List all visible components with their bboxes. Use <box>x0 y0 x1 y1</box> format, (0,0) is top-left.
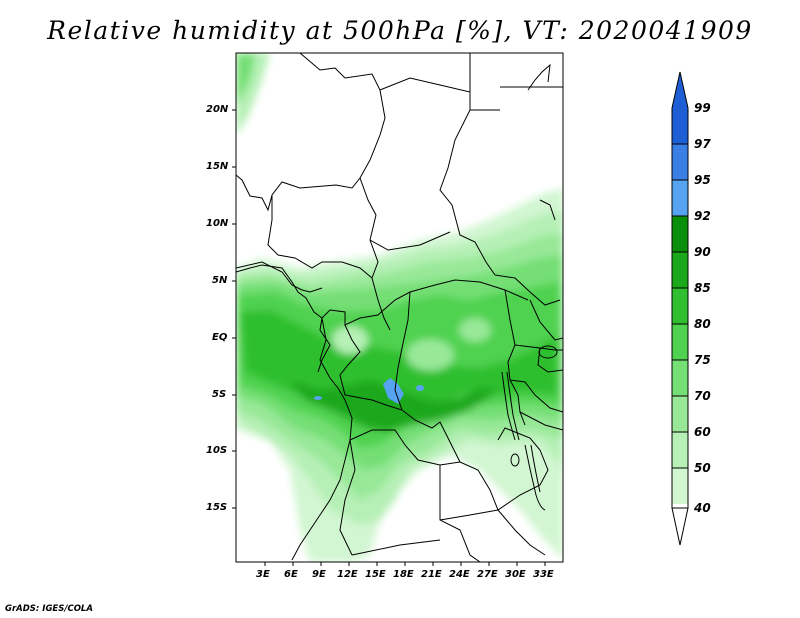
colorbar-label: 92 <box>694 209 711 223</box>
colorbar-label: 95 <box>694 173 711 187</box>
colorbar-segment <box>672 216 688 252</box>
colorbar-segment <box>672 252 688 288</box>
lat-label: 20N <box>206 104 229 115</box>
coastline <box>236 264 353 561</box>
colorbar-label: 90 <box>694 245 711 259</box>
colorbar-segment <box>672 324 688 360</box>
lon-ticks <box>264 562 546 566</box>
humidity-field <box>236 53 563 562</box>
colorbar-max-arrow <box>672 72 688 108</box>
lat-label: 15S <box>206 502 228 513</box>
lon-label: 24E <box>449 569 470 580</box>
red-sea-coast <box>527 63 551 91</box>
colorbar-segment <box>672 432 688 468</box>
lat-label: 5S <box>212 389 227 400</box>
lat-label: EQ <box>212 332 228 343</box>
lon-label: 18E <box>393 569 414 580</box>
lon-label: 15E <box>365 569 386 580</box>
colorbar-segment <box>672 144 688 180</box>
colorbar-label: 80 <box>694 317 711 331</box>
lon-label: 12E <box>337 569 358 580</box>
colorbar-label: 85 <box>694 281 711 295</box>
lat-ticks <box>232 109 236 509</box>
lon-label: 6E <box>284 569 298 580</box>
colorbar-segment <box>672 468 688 504</box>
colorbar-segment <box>672 180 688 216</box>
colorbar-segment <box>672 288 688 324</box>
colorbar-segment <box>672 396 688 432</box>
colorbar <box>671 71 689 546</box>
colorbar-label: 99 <box>694 101 711 115</box>
colorbar-label: 70 <box>694 389 711 403</box>
colorbar-segment <box>672 360 688 396</box>
lon-label: 30E <box>505 569 526 580</box>
lakes <box>501 199 558 511</box>
map-frame <box>235 52 564 563</box>
lon-label: 3E <box>256 569 270 580</box>
colorbar-min-arrow <box>671 507 689 546</box>
colorbar-label: 60 <box>694 425 711 439</box>
lon-label: 21E <box>421 569 442 580</box>
colorbar-label: 50 <box>694 461 711 475</box>
lat-label: 15N <box>206 161 229 172</box>
lat-label: 5N <box>212 275 228 286</box>
colorbar-label: 40 <box>694 501 711 515</box>
lat-label: 10N <box>206 218 229 229</box>
colorbar-segment <box>672 108 688 144</box>
country-borders <box>236 53 563 562</box>
grads-credit: GrADS: IGES/COLA <box>5 604 93 614</box>
lat-label: 10S <box>206 445 228 456</box>
colorbar-label: 75 <box>694 353 711 367</box>
lon-label: 27E <box>477 569 498 580</box>
lon-label: 33E <box>533 569 554 580</box>
map-title: Relative humidity at 500hPa [%], VT: 202… <box>47 16 753 45</box>
colorbar-label: 97 <box>694 137 711 151</box>
lon-label: 9E <box>312 569 326 580</box>
